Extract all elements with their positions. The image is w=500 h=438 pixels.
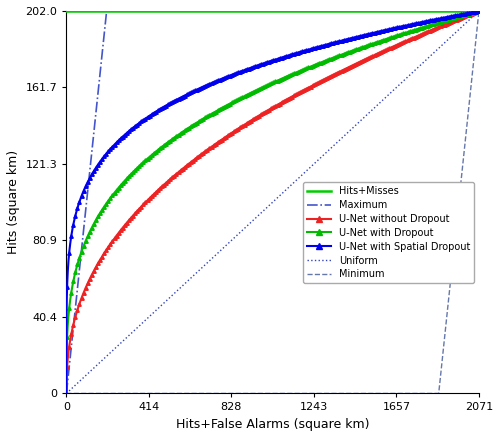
X-axis label: Hits+False Alarms (square km): Hits+False Alarms (square km) [176, 418, 370, 431]
Y-axis label: Hits (square km): Hits (square km) [7, 150, 20, 254]
Legend: Hits+Misses, Maximum, U-Net without Dropout, U-Net with Dropout, U-Net with Spat: Hits+Misses, Maximum, U-Net without Drop… [303, 182, 474, 283]
